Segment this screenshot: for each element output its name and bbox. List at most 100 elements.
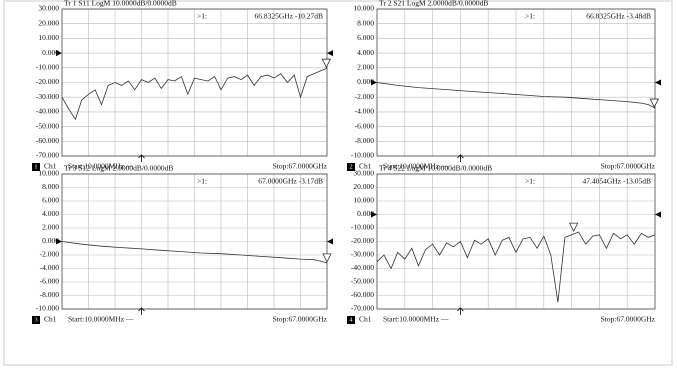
y-tick-label: 2.000	[42, 223, 59, 232]
y-tick-label: -4.000	[40, 263, 60, 272]
marker-readout: 47.4054GHz -13.05dB	[582, 177, 651, 186]
channel-number: 3	[34, 316, 37, 323]
y-tick-label: 0.000	[357, 209, 374, 218]
ref-arrow-left	[56, 50, 62, 57]
marker-triangle	[322, 253, 332, 263]
plot-frame	[61, 8, 328, 157]
y-tick-label: 20.000	[353, 182, 374, 191]
y-tick-label: 10.000	[38, 169, 59, 178]
stimulus-arrow	[457, 307, 464, 315]
y-tick-label: 0.000	[42, 236, 59, 245]
stimulus-arrow	[138, 307, 145, 315]
y-tick-label: 8.000	[357, 18, 374, 27]
trace	[61, 241, 328, 264]
y-tick-label: 10.000	[353, 196, 374, 205]
channel-name: Ch1	[359, 315, 372, 324]
y-tick-label: -50.000	[36, 121, 59, 130]
marker-triangle	[321, 58, 331, 69]
trace-header: Tr 3 S12 LogM 2.0000dB/0.0000dB	[64, 164, 173, 173]
y-tick-label: -10.000	[36, 63, 59, 72]
channel-name: Ch1	[44, 315, 57, 324]
start-freq: Start:10.0000MHz —	[68, 162, 134, 171]
y-tick-label: 2.000	[357, 63, 374, 72]
y-tick-label: -40.000	[351, 263, 374, 272]
ref-arrow-left	[371, 211, 377, 218]
trace	[61, 67, 328, 121]
marker-name: >1:	[197, 12, 207, 21]
stop-freq: Stop:67.0000GHz	[273, 162, 328, 171]
ref-arrow-left	[56, 238, 62, 245]
y-tick-label: -40.000	[36, 107, 59, 116]
marker-name: >1:	[525, 177, 535, 186]
marker-readout: 66.8325GHz -10.27dB	[254, 12, 323, 21]
y-tick-label: 0.000	[357, 77, 374, 86]
channel-badge	[347, 163, 355, 171]
y-tick-label: -10.000	[36, 304, 59, 313]
y-tick-label: -20.000	[351, 236, 374, 245]
y-tick-label: 4.000	[357, 48, 374, 57]
y-tick-label: -10.000	[351, 223, 374, 232]
y-tick-label: 10.000	[38, 33, 59, 42]
ref-arrow-right	[655, 211, 661, 218]
y-tick-label: -70.000	[36, 151, 59, 160]
start-freq: Start:10.0000MHz —	[68, 315, 134, 324]
channel-badge	[32, 316, 40, 324]
y-tick-label: 30.000	[353, 169, 374, 178]
y-tick-label: -8.000	[355, 136, 375, 145]
y-tick-label: 20.000	[38, 18, 59, 27]
trace-header: Tr 4 S22 LogM 10.0000dB/0.0000dB	[379, 164, 492, 173]
y-tick-label: 6.000	[42, 196, 59, 205]
marker-name: >1:	[197, 177, 207, 186]
stimulus-arrow	[457, 154, 464, 162]
channel-name: Ch1	[44, 162, 57, 171]
channel-number: 2	[349, 163, 352, 170]
y-tick-label: -30.000	[351, 250, 374, 259]
y-tick-label: -4.000	[355, 107, 375, 116]
ref-arrow-right	[655, 79, 661, 86]
y-tick-label: -30.000	[36, 92, 59, 101]
screen-frame	[3, 0, 673, 366]
trace-header: Tr 1 S11 LogM 10.0000dB/0.0000dB	[64, 0, 177, 8]
start-freq: Start:10.0000MHz —	[383, 315, 449, 324]
ref-arrow-right	[327, 50, 333, 57]
y-tick-label: -70.000	[351, 304, 374, 313]
stop-freq: Stop:67.0000GHz	[273, 315, 328, 324]
y-tick-label: -8.000	[40, 290, 60, 299]
channel-number: 4	[349, 316, 353, 323]
marker-triangle	[649, 98, 659, 108]
channel-badge	[32, 163, 40, 171]
marker-readout: 67.0000GHz -3.17dB	[258, 177, 323, 186]
channel-badge	[347, 316, 355, 324]
y-tick-label: 30.000	[38, 4, 59, 13]
marker-name: >1:	[525, 12, 535, 21]
y-tick-label: -10.000	[351, 151, 374, 160]
channel-name: Ch1	[359, 162, 372, 171]
stimulus-arrow	[138, 154, 145, 162]
y-tick-label: 10.000	[353, 4, 374, 13]
y-tick-label: -20.000	[36, 77, 59, 86]
y-tick-label: -60.000	[36, 136, 59, 145]
stop-freq: Stop:67.0000GHz	[601, 315, 656, 324]
plot-frame	[376, 173, 656, 310]
trace-header: Tr 2 S21 LogM 2.0000dB/0.0000dB	[379, 0, 488, 8]
start-freq: Start:10.0000MHz —	[383, 162, 449, 171]
y-tick-label: 6.000	[357, 33, 374, 42]
marker-triangle	[569, 222, 579, 233]
ref-arrow-left	[371, 79, 377, 86]
stop-freq: Stop:67.0000GHz	[601, 162, 656, 171]
ref-arrow-right	[327, 238, 333, 245]
channel-number: 1	[34, 163, 37, 170]
y-tick-label: 4.000	[42, 209, 59, 218]
y-tick-label: -60.000	[351, 290, 374, 299]
y-tick-label: -2.000	[40, 250, 60, 259]
trace	[376, 231, 656, 303]
y-tick-label: -6.000	[40, 277, 60, 286]
y-tick-label: 0.000	[42, 48, 59, 57]
y-tick-label: -2.000	[355, 92, 375, 101]
y-tick-label: -50.000	[351, 277, 374, 286]
y-tick-label: 8.000	[42, 182, 59, 191]
marker-readout: 66.8325GHz -3.48dB	[586, 12, 651, 21]
y-tick-label: -6.000	[355, 121, 375, 130]
trace	[376, 82, 656, 109]
